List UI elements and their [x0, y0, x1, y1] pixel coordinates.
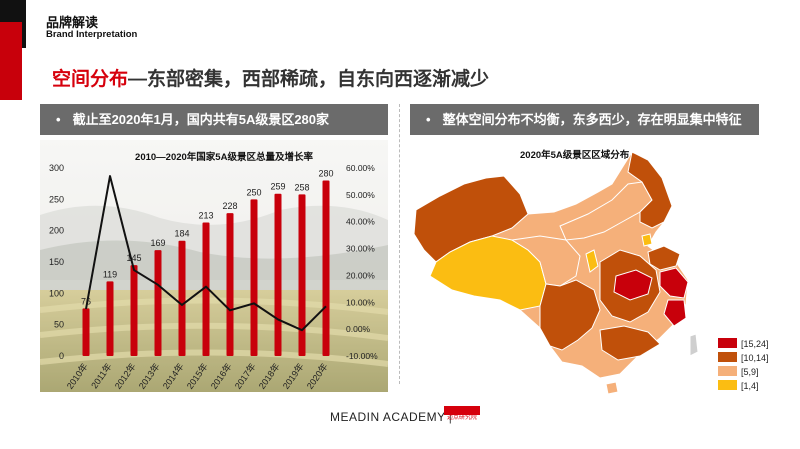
headline: 空间分布—东部密集，西部稀疏，自东向西逐渐减少 — [52, 64, 489, 91]
map-region-henan — [613, 269, 653, 301]
y2-tick-label: 0.00% — [346, 324, 371, 334]
bar-value-label: 228 — [222, 201, 237, 211]
bar-value-label: 76 — [81, 296, 91, 306]
footer-text: MEADIN ACADEMY — [330, 410, 446, 424]
legend-swatch — [718, 352, 737, 362]
legend-label: [1,4] — [741, 381, 759, 391]
bullet-icon: • — [426, 112, 431, 127]
bar — [178, 240, 186, 356]
map-region-zhejiang — [663, 299, 687, 327]
bar — [154, 250, 162, 356]
bar — [202, 222, 210, 356]
bar — [82, 308, 90, 356]
bar-value-label: 119 — [103, 269, 117, 279]
panel-divider — [399, 104, 400, 384]
y-tick-label: 100 — [49, 288, 64, 298]
bar — [106, 281, 114, 356]
growth-rate-line — [85, 175, 327, 332]
map-region-hainan — [605, 381, 619, 395]
y2-tick-label: 30.00% — [346, 244, 375, 254]
footer-logo: 迈点研究院 — [444, 406, 480, 422]
right-panel-header-text: 整体空间分布不均衡，东多西少，存在明显集中特征 — [442, 112, 742, 127]
bar-value-label: 213 — [198, 211, 213, 221]
headline-rest: —东部密集，西部稀疏，自东向西逐渐减少 — [128, 69, 490, 90]
bar — [250, 199, 258, 356]
y2-tick-label: -10.00% — [346, 351, 378, 361]
map-region-south — [599, 325, 661, 361]
map-region-taiwan — [689, 333, 699, 357]
map-title: 2020年5A级景区区域分布 — [520, 149, 630, 161]
bar — [298, 194, 306, 356]
bar-value-label: 250 — [246, 187, 261, 197]
left-panel-header: • 截止至2020年1月，国内共有5A级景区280家 — [40, 104, 388, 135]
legend-label: [5,9] — [741, 367, 759, 377]
y-tick-label: 0 — [59, 351, 64, 361]
y-tick-label: 50 — [54, 320, 64, 330]
bar — [322, 180, 330, 356]
bar — [130, 265, 138, 356]
map-region-ningxia — [585, 249, 599, 273]
legend-swatch — [718, 338, 737, 348]
y2-tick-label: 50.00% — [346, 190, 375, 200]
bar — [274, 193, 282, 356]
y-tick-label: 200 — [49, 226, 64, 236]
corner-accent-red — [0, 22, 22, 100]
map-region-jiangsu — [659, 267, 689, 299]
y-tick-label: 150 — [49, 257, 64, 267]
bar-value-label: 259 — [270, 182, 285, 192]
bullet-icon: • — [56, 112, 61, 127]
legend-swatch — [718, 380, 737, 390]
map-region-northeast — [627, 151, 673, 229]
y2-tick-label: 20.00% — [346, 270, 375, 280]
footer-logo-text: 迈点研究院 — [446, 415, 477, 421]
bar-value-label: 258 — [294, 182, 309, 192]
left-panel-header-text: 截止至2020年1月，国内共有5A级景区280家 — [72, 112, 330, 127]
y2-tick-label: 60.00% — [346, 163, 375, 173]
footer-logo-mark — [444, 406, 480, 415]
legend-label: [15,24] — [741, 339, 769, 349]
legend-swatch — [718, 366, 737, 376]
footer-separator: | — [448, 410, 453, 424]
headline-accent: 空间分布 — [52, 69, 129, 90]
bar-value-label: 280 — [318, 169, 333, 179]
legend-label: [10,14] — [741, 353, 769, 363]
y2-tick-label: 10.00% — [346, 297, 375, 307]
right-panel-header: • 整体空间分布不均衡，东多西少，存在明显集中特征 — [410, 104, 759, 135]
map-region-southwest — [539, 279, 601, 351]
chart-title: 2010—2020年国家5A级景区总量及增长率 — [135, 151, 313, 163]
y-tick-label: 300 — [49, 163, 64, 173]
brand-title-cn: 品牌解读 — [46, 15, 99, 30]
bar — [226, 213, 234, 356]
map-region-qinghai — [510, 235, 581, 287]
footer: MEADIN ACADEMY | — [330, 410, 452, 424]
map-region-xinjiang — [413, 175, 529, 263]
bar-value-label: 145 — [126, 253, 141, 263]
map-region-tianjin — [641, 233, 653, 247]
bar-value-label: 184 — [174, 229, 189, 239]
map-region-shandong — [647, 245, 681, 271]
bar-value-label: 169 — [150, 238, 165, 248]
y2-tick-label: 40.00% — [346, 217, 375, 227]
y-tick-label: 250 — [49, 194, 64, 204]
brand-title-en: Brand Interpretation — [46, 29, 138, 40]
